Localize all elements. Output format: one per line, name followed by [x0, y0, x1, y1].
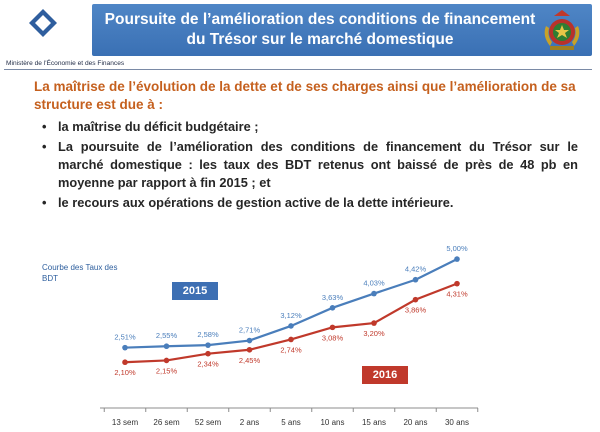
x-tick-label: 30 ans	[445, 418, 469, 427]
page-title: Poursuite de l’amélioration des conditio…	[100, 10, 540, 50]
x-tick-label: 2 ans	[240, 418, 260, 427]
series-2015-data-label: 2,51%	[114, 333, 136, 342]
series-2015-point	[454, 256, 460, 262]
series-2015-data-label: 2,55%	[156, 331, 178, 340]
yield-curve-chart: 13 sem 26 sem 52 sem 2 ans 5 ans 10 ans 15 ans…	[100, 244, 479, 427]
x-tick-label: 10 ans	[320, 418, 344, 427]
series-2015-point	[246, 337, 253, 344]
series-2016-point	[454, 280, 460, 287]
bullet-list: la maîtrise du déficit budgétaire ; La p…	[42, 118, 578, 214]
series-2015-point	[329, 305, 336, 311]
series-2016-data-label: 4,31%	[446, 290, 468, 299]
series-2016-point	[412, 296, 419, 303]
series-2016-point	[205, 350, 211, 357]
series-2015-data-label: 2,58%	[197, 330, 219, 339]
series-2016-point	[163, 357, 170, 364]
series-2016-point	[246, 346, 253, 353]
series-2015-point	[371, 290, 377, 297]
series-2015-point	[288, 323, 294, 329]
series-2016-tag: 2016	[362, 366, 408, 384]
series-2016-data-label: 3,86%	[405, 306, 427, 315]
series-2015-data-label: 3,63%	[322, 293, 344, 302]
series-2015-point	[163, 343, 170, 350]
series-2016-data-label: 2,74%	[280, 345, 302, 354]
x-tick-label: 15 ans	[362, 418, 386, 427]
x-tick-label: 5 ans	[281, 418, 301, 427]
series-2016-data-label: 3,08%	[322, 333, 344, 342]
series-2016-data-label: 2,10%	[114, 368, 136, 377]
series-2015-data-label: 3,12%	[280, 311, 302, 320]
ministry-logo-icon	[29, 9, 57, 37]
x-tick-label: 13 sem	[112, 418, 139, 427]
series-2016-point	[288, 336, 294, 343]
bullet-item: le recours aux opérations de gestion act…	[42, 194, 578, 212]
x-tick-label: 20 ans	[403, 418, 427, 427]
page-title-line1: Poursuite de l’amélioration des conditio…	[104, 11, 536, 28]
chart-y-label: Courbe des Taux des BDT	[42, 263, 118, 283]
series-2015-point	[205, 342, 211, 348]
series-2016-point	[122, 359, 128, 366]
series-2015-point	[122, 344, 128, 351]
ministry-name: Ministère de l'Économie et des Finances	[6, 60, 125, 67]
series-2016-data-label: 2,34%	[197, 360, 219, 369]
x-tick-label: 26 sem	[153, 418, 180, 427]
page-title-line2: du Trésor sur le marché domestique	[186, 31, 454, 48]
series-2016-point	[371, 320, 377, 326]
header-divider	[4, 69, 592, 70]
bullet-item: la maîtrise du déficit budgétaire ;	[42, 118, 578, 136]
series-2016-point	[329, 324, 336, 331]
series-2015-data-label: 2,71%	[239, 326, 261, 335]
header: Poursuite de l’amélioration des conditio…	[0, 0, 600, 62]
series-2016-data-label: 2,15%	[156, 366, 178, 375]
series-2016-data-label: 2,45%	[239, 356, 261, 365]
title-banner	[92, 4, 592, 56]
x-tick-label: 52 sem	[195, 418, 222, 427]
series-2015-tag: 2015	[172, 282, 218, 300]
series-2015-data-label: 4,42%	[405, 265, 427, 274]
bullet-item: La poursuite de l’amélioration des condi…	[42, 138, 578, 192]
coat-of-arms-icon	[544, 10, 580, 50]
series-2015-data-label: 5,00%	[446, 244, 468, 253]
series-2015-data-label: 4,03%	[363, 279, 385, 288]
intro-text: La maîtrise de l’évolution de la dette e…	[34, 79, 576, 112]
series-2016-data-label: 3,20%	[363, 329, 385, 338]
series-2015-point	[412, 276, 419, 283]
